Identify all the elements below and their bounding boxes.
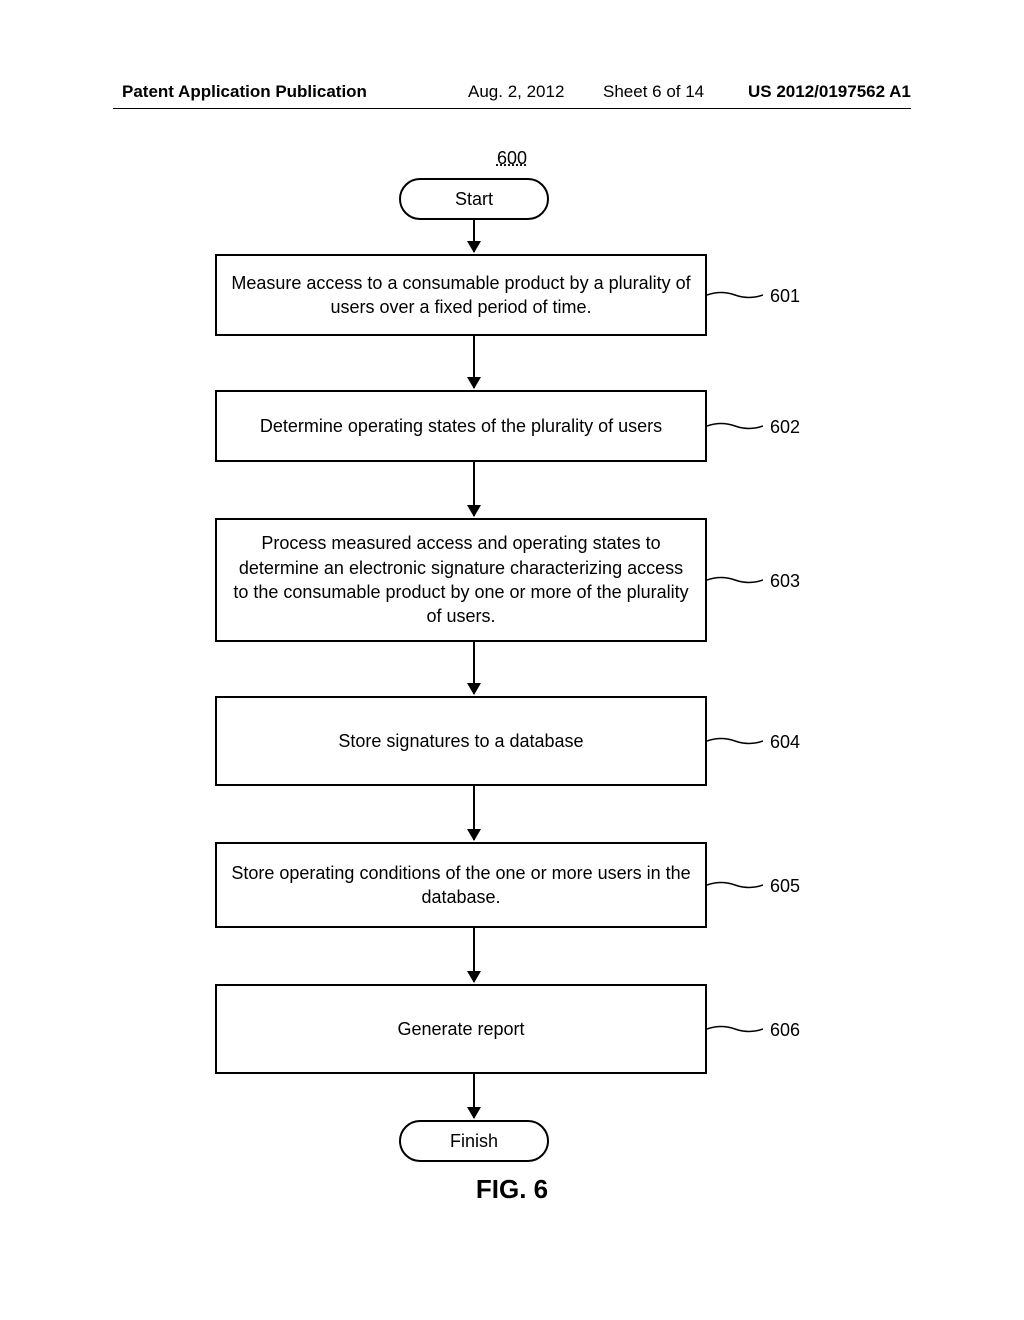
arrow-icon xyxy=(473,462,475,516)
publication-date: Aug. 2, 2012 xyxy=(468,82,564,102)
arrow-icon xyxy=(473,1074,475,1118)
header-rule xyxy=(113,108,911,109)
process-step-602: Determine operating states of the plural… xyxy=(215,390,707,462)
process-text: Store signatures to a database xyxy=(338,729,583,753)
step-label-601: 601 xyxy=(770,286,800,307)
terminator-start-label: Start xyxy=(455,189,493,210)
process-step-606: Generate report xyxy=(215,984,707,1074)
leader-line-icon xyxy=(707,288,763,302)
arrow-icon xyxy=(473,336,475,388)
arrow-icon xyxy=(473,928,475,982)
leader-line-icon xyxy=(707,419,763,433)
terminator-finish-label: Finish xyxy=(450,1131,498,1152)
process-text: Store operating conditions of the one or… xyxy=(231,861,691,910)
leader-line-icon xyxy=(707,734,763,748)
patent-page: Patent Application Publication Aug. 2, 2… xyxy=(0,0,1024,1320)
terminator-start: Start xyxy=(399,178,549,220)
terminator-finish: Finish xyxy=(399,1120,549,1162)
leader-line-icon xyxy=(707,573,763,587)
step-label-602: 602 xyxy=(770,417,800,438)
leader-line-icon xyxy=(707,878,763,892)
process-text: Generate report xyxy=(397,1017,524,1041)
sheet-number: Sheet 6 of 14 xyxy=(603,82,704,102)
publication-label: Patent Application Publication xyxy=(122,82,367,102)
process-step-604: Store signatures to a database xyxy=(215,696,707,786)
figure-caption: FIG. 6 xyxy=(0,1174,1024,1205)
process-text: Process measured access and operating st… xyxy=(231,531,691,628)
leader-line-icon xyxy=(707,1022,763,1036)
step-label-605: 605 xyxy=(770,876,800,897)
process-step-605: Store operating conditions of the one or… xyxy=(215,842,707,928)
step-label-604: 604 xyxy=(770,732,800,753)
process-text: Measure access to a consumable product b… xyxy=(231,271,691,320)
process-step-601: Measure access to a consumable product b… xyxy=(215,254,707,336)
arrow-icon xyxy=(473,786,475,840)
step-label-603: 603 xyxy=(770,571,800,592)
process-step-603: Process measured access and operating st… xyxy=(215,518,707,642)
publication-number: US 2012/0197562 A1 xyxy=(748,82,911,102)
arrow-icon xyxy=(473,220,475,252)
figure-number: 600 xyxy=(0,148,1024,169)
arrow-icon xyxy=(473,642,475,694)
step-label-606: 606 xyxy=(770,1020,800,1041)
process-text: Determine operating states of the plural… xyxy=(260,414,662,438)
